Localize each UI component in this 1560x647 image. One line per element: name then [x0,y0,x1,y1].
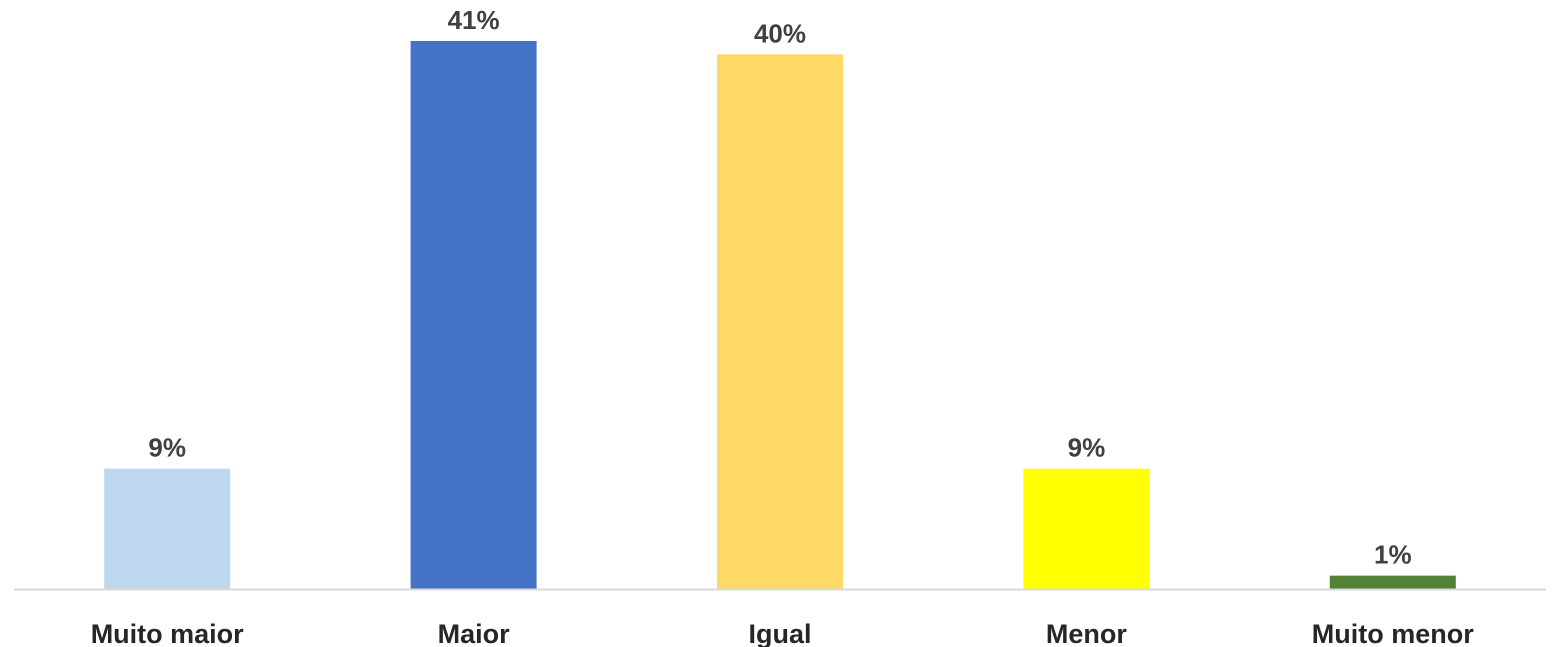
category-labels-group: Muito maior Maior Igual Menor Muito menor [91,619,1475,647]
bar-muito-menor [1329,575,1456,589]
category-label-maior: Maior [438,619,511,647]
value-label-menor: 9% [1068,433,1106,463]
value-label-muito-maior: 9% [148,433,186,463]
bar-menor [1023,468,1150,589]
bar-muito-maior [104,468,231,589]
bar-igual [717,54,843,590]
bar-maior [410,41,537,589]
value-label-igual: 40% [754,18,806,48]
bars-group [104,41,1456,590]
category-label-menor: Menor [1046,619,1127,647]
category-label-muito-maior: Muito maior [91,619,244,647]
value-labels-group: 9% 41% 40% 9% 1% [148,5,1411,570]
value-label-maior: 41% [448,5,500,35]
category-label-muito-menor: Muito menor [1312,619,1474,647]
value-label-muito-menor: 1% [1374,540,1412,570]
category-label-igual: Igual [748,619,811,647]
